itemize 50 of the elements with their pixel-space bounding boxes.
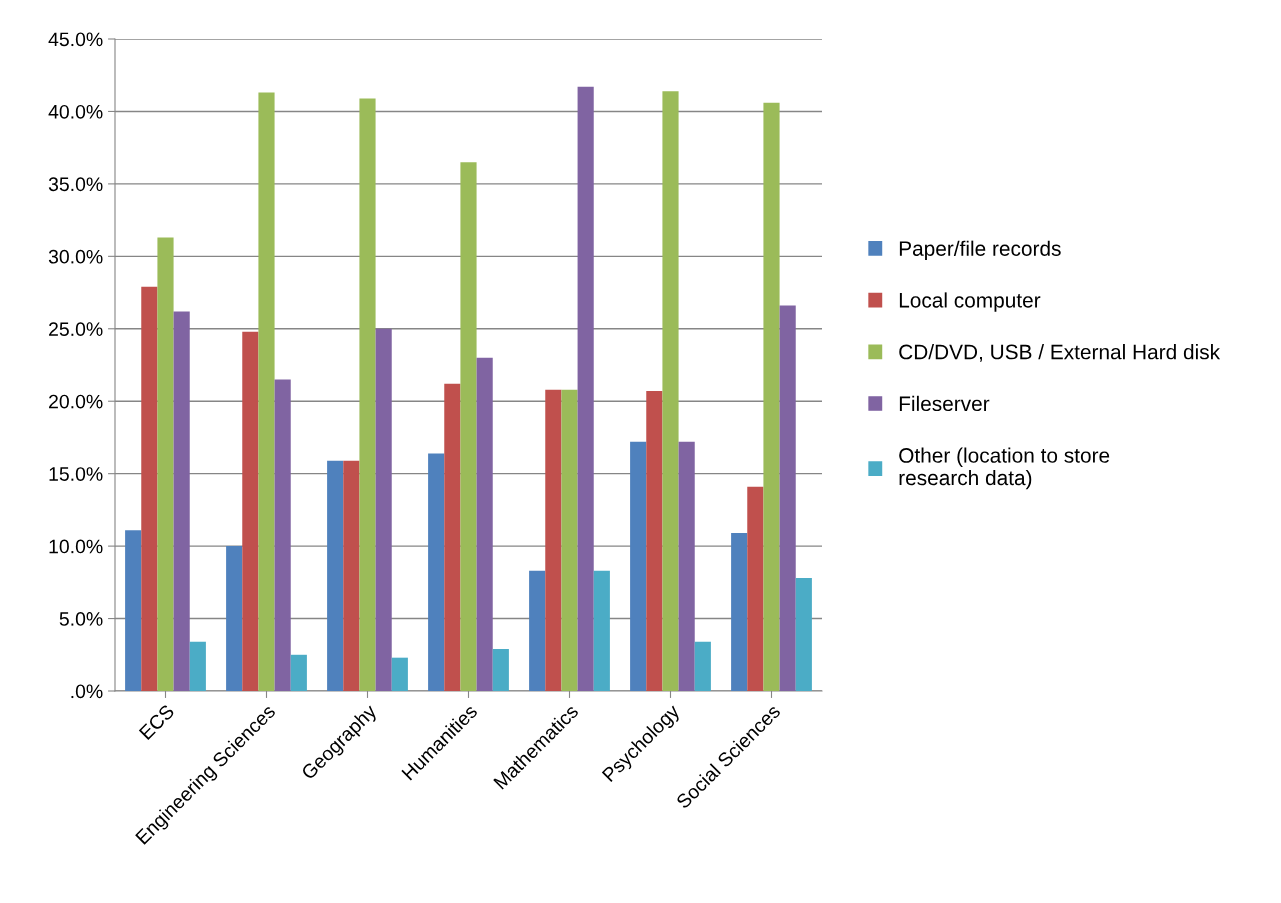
legend-label: CD/DVD, USB / External Hard disk [899,344,1221,362]
bar [678,441,695,691]
bar [779,305,796,691]
bar [492,648,509,691]
bar [428,453,445,691]
bar [731,533,748,691]
y-tick-label: .0% [71,684,103,699]
bar [694,641,711,691]
bar [747,486,764,691]
bar [391,657,408,691]
y-tick-label: 15.0% [49,467,103,481]
bar [189,641,206,691]
bar [343,460,360,691]
y-tick-label: 30.0% [48,249,103,264]
bar [173,311,190,691]
bar [460,162,477,691]
bar [476,357,493,691]
bar [375,328,392,691]
y-tick-label: 5.0% [59,612,103,626]
legend-label: Paper/file records [899,240,1061,261]
legend-label: Fileserver [899,395,990,412]
bar [763,102,780,691]
y-tick-label: 40.0% [48,104,103,119]
y-tick-label: 45.0% [48,32,103,47]
y-tick-label: 35.0% [48,177,103,192]
bar [630,441,647,691]
bar [290,654,307,691]
legend-label: Local computer [899,292,1041,312]
bar [577,86,594,691]
y-tick-label: 20.0% [49,394,103,409]
bar [141,286,158,691]
bar [593,570,610,691]
bar [561,389,578,691]
bar [327,460,344,691]
bar [444,383,461,691]
bar [125,530,142,691]
bar [359,98,376,691]
bar [226,546,243,691]
legend-label: Other (location to store research data) [899,447,1110,490]
bar [795,577,812,691]
bar [662,91,679,691]
bar [242,331,259,691]
bar [157,237,174,691]
bar [274,379,291,691]
bar [529,570,546,691]
bar [545,389,562,691]
bar [646,391,663,691]
bar [258,92,275,691]
y-tick-label: 10.0% [49,539,103,554]
y-tick-label: 25.0% [49,322,103,337]
